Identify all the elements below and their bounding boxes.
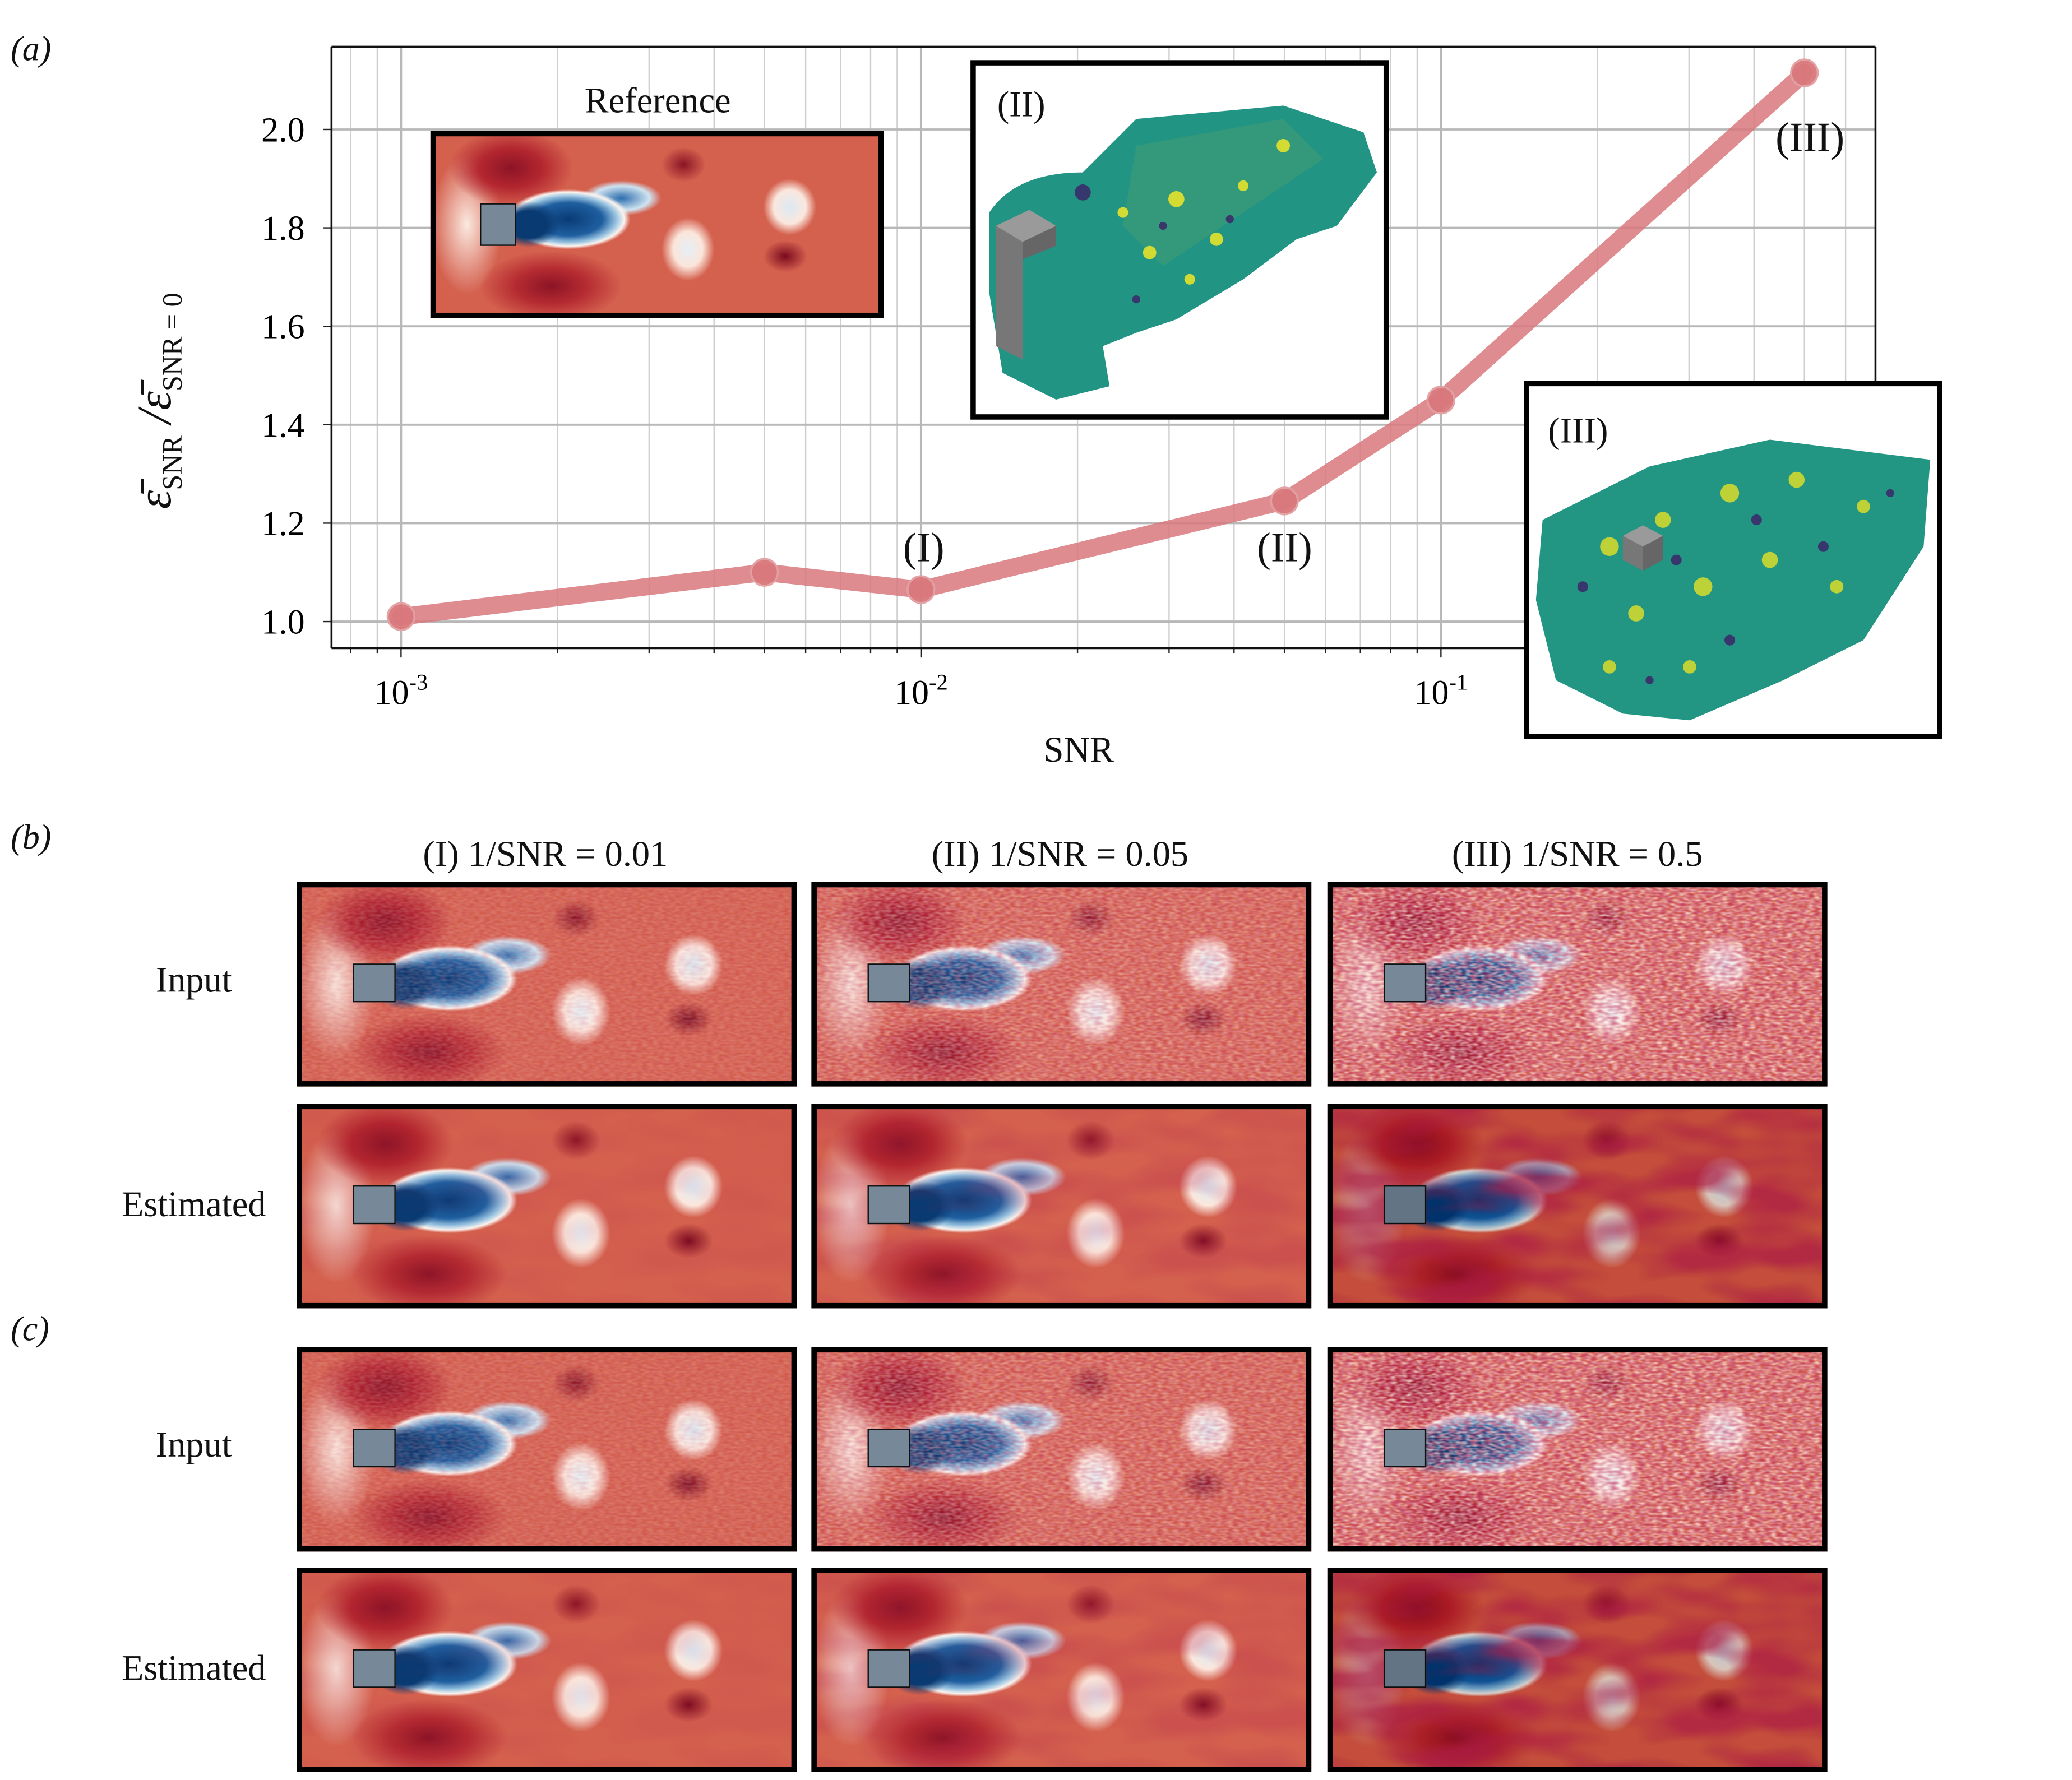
flow-field-b-estimated-col-2 <box>811 1104 1312 1309</box>
bluff-body <box>1384 1427 1426 1467</box>
x-tick-label: 10-1 <box>1414 669 1468 712</box>
row-label-c-input: Input <box>155 1424 232 1465</box>
row-label-b-input: Input <box>155 959 232 1000</box>
flow-field-b-input-col-3 <box>1327 882 1828 1087</box>
x-tick-label: 10-3 <box>374 669 428 712</box>
tick-labels: 1.0 1.2 1.4 1.6 1.8 2.0 10-3 10-2 10-1 <box>261 111 1468 712</box>
column-title-ii: (II) 1/SNR = 0.05 <box>931 833 1189 874</box>
annotation-ii: (II) <box>1257 523 1312 571</box>
row-label-c-estimated: Estimated <box>122 1648 266 1688</box>
y-axis-label: ε̄SNR /ε̄SNR = 0 <box>126 293 189 509</box>
row-label-b-estimated: Estimated <box>122 1184 266 1225</box>
panel-label-c: (c) <box>11 1309 49 1348</box>
bluff-body <box>353 1184 395 1224</box>
bluff-body <box>480 203 516 246</box>
bluff-body <box>353 1427 395 1467</box>
bluff-body <box>1384 1648 1426 1688</box>
bluff-body <box>868 1184 910 1224</box>
y-tick-label: 1.6 <box>261 308 304 346</box>
data-point <box>386 602 416 631</box>
y-tick-label: 1.4 <box>261 406 304 444</box>
bluff-body <box>1384 963 1426 1002</box>
flow-field-c-estimated-col-2 <box>811 1568 1312 1772</box>
flow-field-b-estimated-col-3 <box>1327 1104 1828 1309</box>
inset-ii-label: (II) <box>997 84 1046 124</box>
bluff-body <box>868 963 910 1002</box>
annotation-i: (I) <box>903 523 945 571</box>
bluff-body <box>868 1427 910 1467</box>
reference-flow-field <box>430 131 884 318</box>
y-label-epsilon-ref: /ε̄ <box>127 391 181 436</box>
data-point <box>1270 486 1299 516</box>
bluff-body <box>353 963 395 1002</box>
data-point <box>750 558 779 587</box>
y-tick-label: 1.0 <box>261 604 304 642</box>
flow-field-c-input-col-3 <box>1327 1347 1828 1552</box>
y-label-sub2: SNR = 0 <box>156 293 188 392</box>
flow-field-b-input-col-1 <box>297 882 797 1087</box>
flow-field-c-input-col-1 <box>297 1347 797 1552</box>
y-label-sub1: SNR <box>156 435 188 490</box>
flow-field-c-estimated-col-3 <box>1327 1568 1828 1772</box>
y-tick-label: 1.2 <box>261 505 304 543</box>
data-point <box>1426 386 1455 415</box>
data-point <box>906 575 936 604</box>
y-label-epsilon: ε̄ <box>127 490 181 509</box>
y-tick-label: 2.0 <box>261 111 304 149</box>
bluff-body <box>1384 1184 1426 1224</box>
series-line <box>392 64 1814 625</box>
series-error-ratio <box>386 58 1819 631</box>
flow-field-c-input-col-2 <box>811 1347 1312 1552</box>
noise-overlay <box>816 1352 1306 1546</box>
inset-3d-iii: (III) <box>1524 381 1942 739</box>
reference-title: Reference <box>584 80 731 120</box>
bluff-body <box>353 1648 395 1688</box>
panel-label-a: (a) <box>11 29 52 68</box>
bluff-body <box>868 1648 910 1688</box>
isosurface-iii <box>1535 439 1931 721</box>
flow-field-b-input-col-2 <box>811 882 1312 1087</box>
noise-overlay <box>302 887 792 1082</box>
annotation-iii: (III) <box>1775 113 1845 161</box>
inset-iii-label: (III) <box>1548 410 1608 451</box>
x-axis-label: SNR <box>1043 729 1114 770</box>
column-title-iii: (III) 1/SNR = 0.5 <box>1451 833 1703 874</box>
x-tick-label: 10-2 <box>894 669 948 712</box>
panel-label-b: (b) <box>11 818 52 857</box>
noise-overlay <box>302 1352 792 1546</box>
isosurface-ii <box>989 105 1377 400</box>
flow-field-c-estimated-col-1 <box>297 1568 797 1772</box>
flow-field-b-estimated-col-1 <box>297 1104 797 1309</box>
data-point <box>1790 58 1819 87</box>
inset-3d-ii: (II) <box>970 60 1389 420</box>
y-tick-label: 1.8 <box>261 210 304 248</box>
column-title-i: (I) 1/SNR = 0.01 <box>423 833 668 874</box>
